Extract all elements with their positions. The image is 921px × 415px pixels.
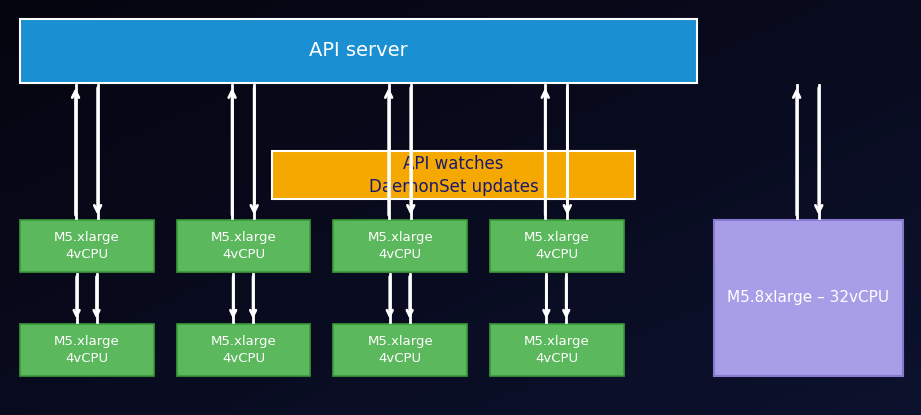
Bar (177, 220, 310, 272)
Text: M5.xlarge
4vCPU: M5.xlarge 4vCPU (367, 334, 433, 365)
Text: API server: API server (309, 42, 408, 60)
Text: M5.8xlarge – 32vCPU: M5.8xlarge – 32vCPU (727, 290, 890, 305)
Text: API watches
DaemonSet updates: API watches DaemonSet updates (368, 154, 539, 196)
Bar (20, 220, 154, 272)
Bar (714, 220, 903, 376)
Bar (272, 151, 635, 199)
Bar (490, 220, 624, 272)
Bar (20, 324, 154, 376)
Text: M5.xlarge
4vCPU: M5.xlarge 4vCPU (54, 231, 120, 261)
Bar (177, 324, 310, 376)
Bar (333, 220, 467, 272)
Text: M5.xlarge
4vCPU: M5.xlarge 4vCPU (524, 334, 589, 365)
Text: M5.xlarge
4vCPU: M5.xlarge 4vCPU (367, 231, 433, 261)
Bar (20, 19, 697, 83)
Text: M5.xlarge
4vCPU: M5.xlarge 4vCPU (211, 334, 276, 365)
Text: M5.xlarge
4vCPU: M5.xlarge 4vCPU (524, 231, 589, 261)
Text: M5.xlarge
4vCPU: M5.xlarge 4vCPU (54, 334, 120, 365)
Text: M5.xlarge
4vCPU: M5.xlarge 4vCPU (211, 231, 276, 261)
Bar (333, 324, 467, 376)
Bar (490, 324, 624, 376)
